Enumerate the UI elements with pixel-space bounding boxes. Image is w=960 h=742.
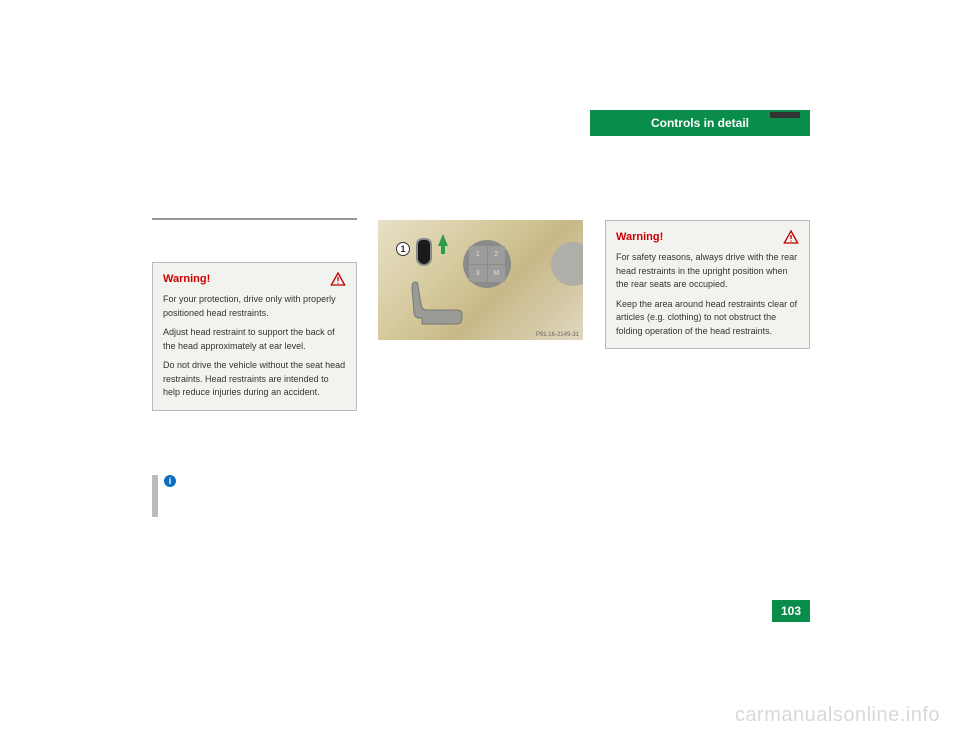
warning-triangle-icon	[330, 271, 346, 287]
warning2-p2: Keep the area around head restraints cle…	[616, 298, 799, 339]
column-rule	[152, 218, 357, 220]
warning1-p3: Do not drive the vehicle without the sea…	[163, 359, 346, 400]
note-content: i	[164, 475, 357, 517]
warning1-p2: Adjust head restraint to support the bac…	[163, 326, 346, 353]
memory-keypad: 1 2 3 M	[463, 240, 511, 288]
up-arrow-stem	[441, 244, 445, 254]
seat-silhouette-icon	[408, 280, 468, 335]
info-icon: i	[164, 475, 176, 487]
section-header-banner: Controls in detail	[590, 110, 810, 136]
warning-header-1: Warning!	[163, 271, 346, 287]
seat-control-figure: 1 1 2 3 M P91.16-2149-31	[378, 220, 583, 340]
warning-title-2: Warning!	[616, 231, 663, 243]
watermark-text: carmanualsonline.info	[735, 704, 940, 727]
section-header-text: Controls in detail	[651, 116, 749, 130]
keypad-btn-1: 1	[469, 246, 487, 264]
keypad-btn-3: 3	[469, 265, 487, 283]
warning-text-2: For safety reasons, always drive with th…	[616, 251, 799, 338]
banner-decoration	[770, 112, 800, 118]
keypad-btn-2: 2	[488, 246, 506, 264]
warning-title-1: Warning!	[163, 273, 210, 285]
warning-triangle-icon	[783, 229, 799, 245]
warning-header-2: Warning!	[616, 229, 799, 245]
figure-reference-code: P91.16-2149-31	[536, 332, 579, 338]
page-number-badge: 103	[772, 600, 810, 622]
warning1-p1: For your protection, drive only with pro…	[163, 293, 346, 320]
mirror-control-disc	[551, 242, 583, 286]
headrest-switch-shape	[416, 238, 432, 266]
info-note-block: i	[152, 475, 357, 517]
keypad-btn-m: M	[488, 265, 506, 283]
warning-box-1: Warning! For your protection, drive only…	[152, 262, 357, 411]
figure-callout-1: 1	[396, 242, 410, 256]
warning2-p1: For safety reasons, always drive with th…	[616, 251, 799, 292]
page-number: 103	[781, 604, 801, 618]
note-sidebar	[152, 475, 158, 517]
warning-box-2: Warning! For safety reasons, always driv…	[605, 220, 810, 349]
warning-text-1: For your protection, drive only with pro…	[163, 293, 346, 400]
